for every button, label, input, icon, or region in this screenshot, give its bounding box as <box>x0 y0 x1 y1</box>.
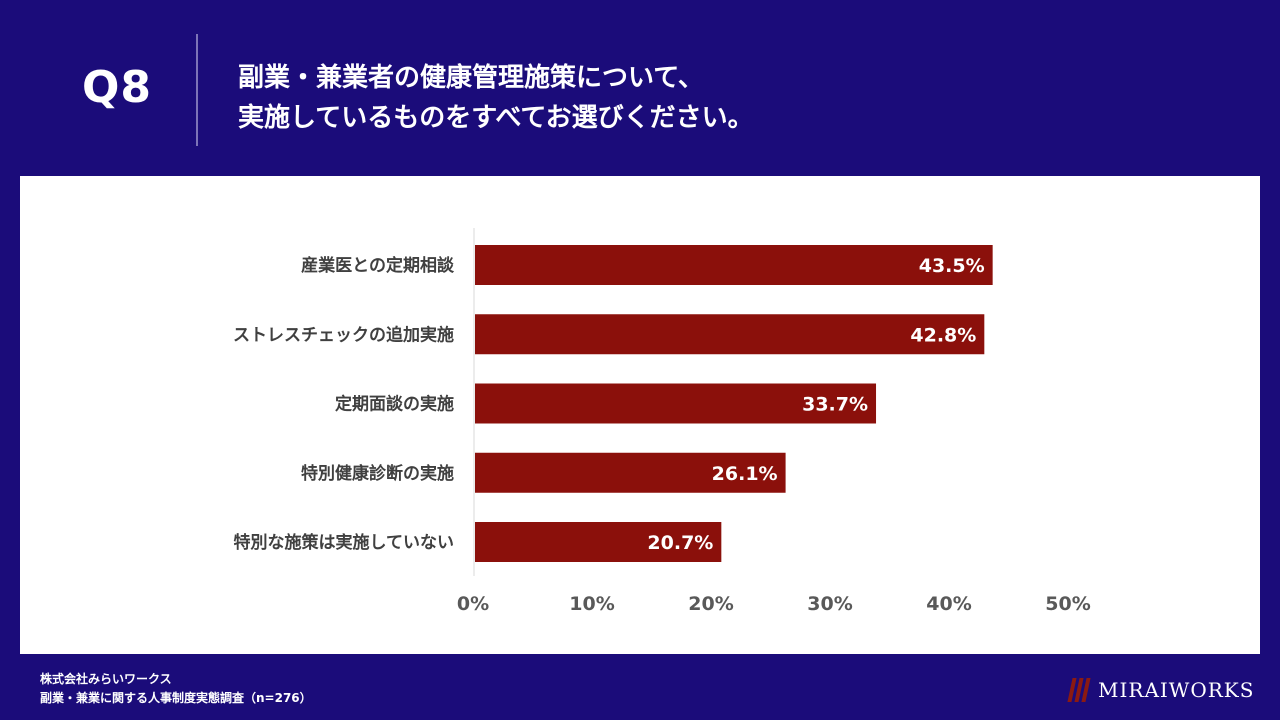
chart-panel: 産業医との定期相談 43.5% ストレスチェックの追加実施 42.8% 定期面談の実施 3… <box>20 176 1260 654</box>
logo-text: MIRAIWORKS <box>1098 678 1255 702</box>
x-tick-label: 20% <box>688 593 733 615</box>
category-label: 特別健康診断の実施 <box>301 463 454 484</box>
bar <box>475 314 985 355</box>
category-label: ストレスチェックの追加実施 <box>233 324 454 345</box>
mirai-works-logo: MIRAIWORKS <box>1067 676 1255 704</box>
category-label: 定期面談の実施 <box>335 394 454 415</box>
logo-mark-icon <box>1067 678 1091 702</box>
question-label: Q8 <box>82 62 153 113</box>
footer-source: 株式会社みらいワークス 副業・兼業に関する人事制度実態調査（n=276） <box>40 670 312 708</box>
header-divider <box>196 34 198 146</box>
bar-value-label: 42.8% <box>910 324 976 346</box>
category-label: 産業医との定期相談 <box>301 255 455 276</box>
page-title: 副業・兼業者の健康管理施策について、 実施しているものをすべてお選びください。 <box>238 58 754 138</box>
x-tick-label: 10% <box>569 593 614 615</box>
bar-value-label: 33.7% <box>802 394 868 416</box>
bar <box>475 245 993 285</box>
bar <box>475 452 786 493</box>
bar <box>475 383 877 424</box>
category-label: 特別な施策は実施していない <box>234 532 455 553</box>
x-tick-label: 40% <box>926 593 971 615</box>
title-line-1: 副業・兼業者の健康管理施策について、 <box>238 63 704 93</box>
bar <box>475 522 722 562</box>
bar-value-label: 20.7% <box>647 532 713 554</box>
bar-value-label: 43.5% <box>919 255 985 277</box>
title-line-2: 実施しているものをすべてお選びください。 <box>238 103 754 133</box>
bar-value-label: 26.1% <box>712 463 778 485</box>
x-tick-label: 0% <box>457 593 489 615</box>
footer-company: 株式会社みらいワークス <box>40 672 172 686</box>
x-tick-label: 50% <box>1045 593 1090 615</box>
footer-survey: 副業・兼業に関する人事制度実態調査（n=276） <box>40 691 312 705</box>
x-tick-label: 30% <box>807 593 852 615</box>
bar-chart: 産業医との定期相談 43.5% ストレスチェックの追加実施 42.8% 定期面談の実施 3… <box>233 228 1091 615</box>
